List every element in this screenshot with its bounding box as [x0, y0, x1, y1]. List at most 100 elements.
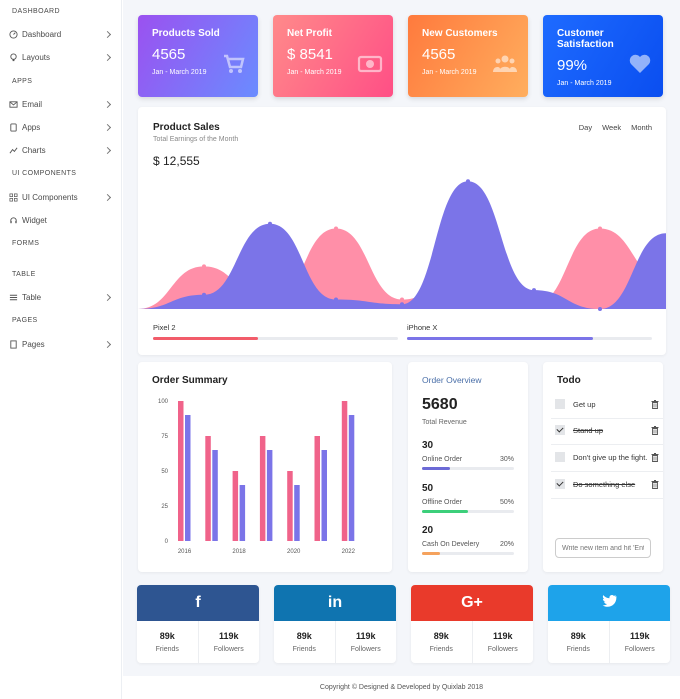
order-value: 20	[422, 525, 434, 536]
stat-title: New Customers	[422, 28, 498, 39]
product-sales-subtitle: Total Earnings of the Month	[153, 136, 239, 143]
sidebar-item-widget[interactable]: Widget	[0, 209, 121, 232]
friends-label: Friends	[566, 646, 590, 653]
order-progress-track	[422, 552, 514, 555]
period-tabs: Day Week Month	[579, 123, 652, 132]
social-friends: 89k Friends	[548, 621, 609, 663]
stat-value: 4565	[422, 46, 456, 63]
social-followers: 119k Followers	[197, 621, 260, 663]
todo-text: Do something else	[573, 479, 636, 489]
trash-icon[interactable]	[651, 425, 659, 435]
followers-count: 119k	[218, 631, 239, 641]
social-friends: 89k Friends	[274, 621, 335, 663]
sidebar-item-dashboard[interactable]: Dashboard	[0, 23, 121, 46]
social-followers: 119k Followers	[334, 621, 397, 663]
google-plus-header[interactable]: G+	[411, 585, 533, 621]
sidebar-item-ui-components[interactable]: UI Components	[0, 185, 121, 208]
twitter-header[interactable]	[548, 585, 670, 621]
order-summary-title: Order Summary	[152, 375, 228, 386]
sidebar-item-email[interactable]: Email	[0, 93, 121, 116]
todo-checkbox[interactable]	[555, 452, 565, 462]
area-point	[268, 221, 272, 226]
dashboard-icon	[9, 30, 18, 39]
area-point	[598, 226, 602, 231]
trash-icon[interactable]	[651, 452, 659, 462]
todo-divider	[551, 444, 663, 445]
area-point	[400, 297, 404, 302]
bulb-icon	[9, 53, 18, 62]
mail-icon	[9, 100, 18, 109]
todo-item: Get up	[555, 399, 659, 409]
order-overview-total: 5680	[422, 396, 458, 413]
linkedin-header[interactable]: in	[274, 585, 396, 621]
facebook-header[interactable]: f	[137, 585, 259, 621]
order-value: 50	[422, 483, 434, 494]
y-tick-label: 75	[161, 434, 168, 440]
linkedin-icon: in	[327, 594, 343, 611]
todo-card: Todo Get up Stand up Don't give up the fig…	[543, 362, 663, 572]
legend-pixel2-track	[153, 337, 398, 340]
order-label: Cash On Develery	[422, 541, 480, 548]
product-sales-area-chart	[138, 179, 666, 311]
order-label-row: Offline Order 50%	[422, 499, 514, 506]
todo-text: Get up	[573, 399, 596, 409]
social-friends: 89k Friends	[411, 621, 472, 663]
sidebar-item-pages[interactable]: Pages	[0, 332, 121, 355]
tab-month[interactable]: Month	[631, 123, 652, 132]
order-value: 30	[422, 440, 434, 451]
friends-label: Friends	[292, 646, 316, 653]
stat-title: Customer Satisfaction	[557, 28, 614, 50]
followers-label: Followers	[213, 646, 244, 653]
followers-count: 119k	[492, 631, 513, 641]
social-followers: 119k Followers	[608, 621, 671, 663]
social-card-twitter: 89k Friends 119k Followers	[548, 585, 670, 663]
trash-icon[interactable]	[651, 479, 659, 489]
product-sales-card: Product Sales Total Earnings of the Mont…	[138, 107, 666, 355]
stat-title: Net Profit	[287, 28, 332, 39]
stat-title: Products Sold	[152, 28, 220, 39]
product-sales-amount: $ 12,555	[153, 154, 200, 168]
chevron-right-icon	[103, 100, 112, 108]
tab-week[interactable]: Week	[602, 123, 622, 132]
legend-pixel2-progress	[153, 337, 259, 340]
bar-mark	[178, 401, 184, 541]
sidebar-item-table[interactable]: Table	[0, 286, 121, 309]
friends-label: Friends	[429, 646, 453, 653]
footer: Copyright © Designed & Developed by Quix…	[123, 676, 680, 699]
area-point	[334, 297, 338, 302]
stat-date: Jan - March 2019	[422, 69, 477, 76]
order-progress-fill	[422, 467, 450, 470]
order-overview-title: Order Overview	[422, 375, 482, 385]
order-progress-fill	[422, 552, 441, 555]
todo-checkbox[interactable]	[555, 479, 565, 489]
sidebar-item-charts[interactable]: Charts	[0, 139, 121, 162]
todo-new-item-input[interactable]	[555, 538, 651, 558]
bar-mark	[341, 401, 348, 541]
order-summary-card: Order Summary 0 25 50 75 100 2016 2018 2020 2022	[138, 362, 392, 572]
sidebar-item-label: Layouts	[22, 53, 51, 63]
sidebar-item-layouts[interactable]: Layouts	[0, 46, 121, 69]
todo-checkbox[interactable]	[555, 399, 565, 409]
order-label: Online Order	[422, 456, 463, 463]
tab-day[interactable]: Day	[578, 123, 593, 132]
friends-label: Friends	[155, 646, 179, 653]
area-series-iphone-x	[138, 181, 666, 309]
trash-icon[interactable]	[651, 399, 659, 409]
sidebar-item-apps[interactable]: Apps	[0, 116, 121, 139]
bar-mark	[294, 485, 300, 541]
order-overview-row: 50 Offline Order 50%	[422, 483, 514, 513]
todo-checkbox[interactable]	[555, 425, 565, 435]
area-point	[598, 307, 602, 311]
bar-mark	[185, 415, 191, 541]
chevron-right-icon	[103, 31, 112, 39]
bar-mark	[348, 415, 355, 541]
legend-iphonex-track	[407, 337, 652, 340]
tablet-icon	[9, 123, 18, 132]
order-percent: 30%	[499, 456, 514, 463]
area-point	[202, 292, 206, 297]
x-tick-label: 2018	[232, 549, 246, 555]
order-overview-card: Order Overview 5680 Total Revenue 30 Onli…	[408, 362, 528, 572]
grid-icon	[9, 193, 18, 202]
sidebar-heading: PAGES	[12, 317, 38, 325]
sidebar-item-label: Pages	[22, 339, 45, 349]
